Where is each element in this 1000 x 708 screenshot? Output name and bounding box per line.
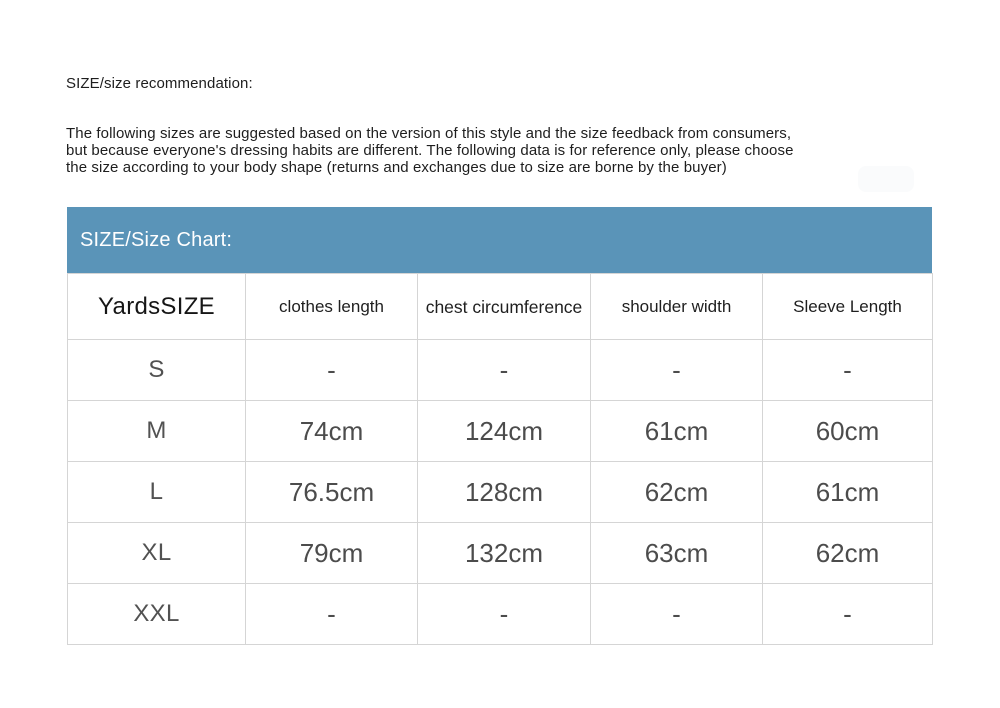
table-row-l: L 76.5cm 128cm 62cm 61cm <box>67 461 933 523</box>
value-cell: 60cm <box>762 400 933 462</box>
value-cell: 61cm <box>762 461 933 523</box>
disclaimer-line-1: The following sizes are suggested based … <box>66 125 792 142</box>
column-header-clothes-length: clothes length <box>245 273 418 340</box>
disclaimer-line-2: but because everyone's dressing habits a… <box>66 142 794 159</box>
value-cell: 76.5cm <box>245 461 418 523</box>
size-label: M <box>67 400 246 462</box>
value-cell: 61cm <box>590 400 763 462</box>
value-cell: 63cm <box>590 522 763 584</box>
section-heading: SIZE/size recommendation: <box>66 75 253 92</box>
size-chart-banner: SIZE/Size Chart: <box>67 207 932 273</box>
value-cell: 74cm <box>245 400 418 462</box>
size-label: S <box>67 339 246 401</box>
size-chart-table: YardsSIZE clothes length chest circumfer… <box>67 273 933 645</box>
value-cell: - <box>245 583 418 645</box>
size-disclaimer-paragraph: The following sizes are suggested based … <box>66 125 794 176</box>
value-cell: 79cm <box>245 522 418 584</box>
disclaimer-line-3: the size according to your body shape (r… <box>66 159 727 176</box>
value-cell: - <box>590 339 763 401</box>
table-row-m: M 74cm 124cm 61cm 60cm <box>67 400 933 462</box>
column-header-shoulder-width: shoulder width <box>590 273 763 340</box>
table-row-xl: XL 79cm 132cm 63cm 62cm <box>67 522 933 584</box>
value-cell: 132cm <box>417 522 591 584</box>
column-header-yards-size: YardsSIZE <box>67 273 246 340</box>
column-header-sleeve-length: Sleeve Length <box>762 273 933 340</box>
value-cell: - <box>417 339 591 401</box>
value-cell: - <box>245 339 418 401</box>
size-label: XL <box>67 522 246 584</box>
value-cell: 62cm <box>762 522 933 584</box>
column-header-chest-circumference: chest circumference <box>417 273 591 340</box>
value-cell: - <box>417 583 591 645</box>
value-cell: - <box>762 583 933 645</box>
table-row-xxl: XXL - - - - <box>67 583 933 645</box>
faint-watermark <box>858 166 914 192</box>
value-cell: 62cm <box>590 461 763 523</box>
value-cell: 124cm <box>417 400 591 462</box>
value-cell: 128cm <box>417 461 591 523</box>
value-cell: - <box>590 583 763 645</box>
table-header-row: YardsSIZE clothes length chest circumfer… <box>67 273 933 340</box>
size-label: L <box>67 461 246 523</box>
size-label: XXL <box>67 583 246 645</box>
table-row-s: S - - - - <box>67 339 933 401</box>
size-chart-banner-label: SIZE/Size Chart: <box>80 228 233 251</box>
value-cell: - <box>762 339 933 401</box>
